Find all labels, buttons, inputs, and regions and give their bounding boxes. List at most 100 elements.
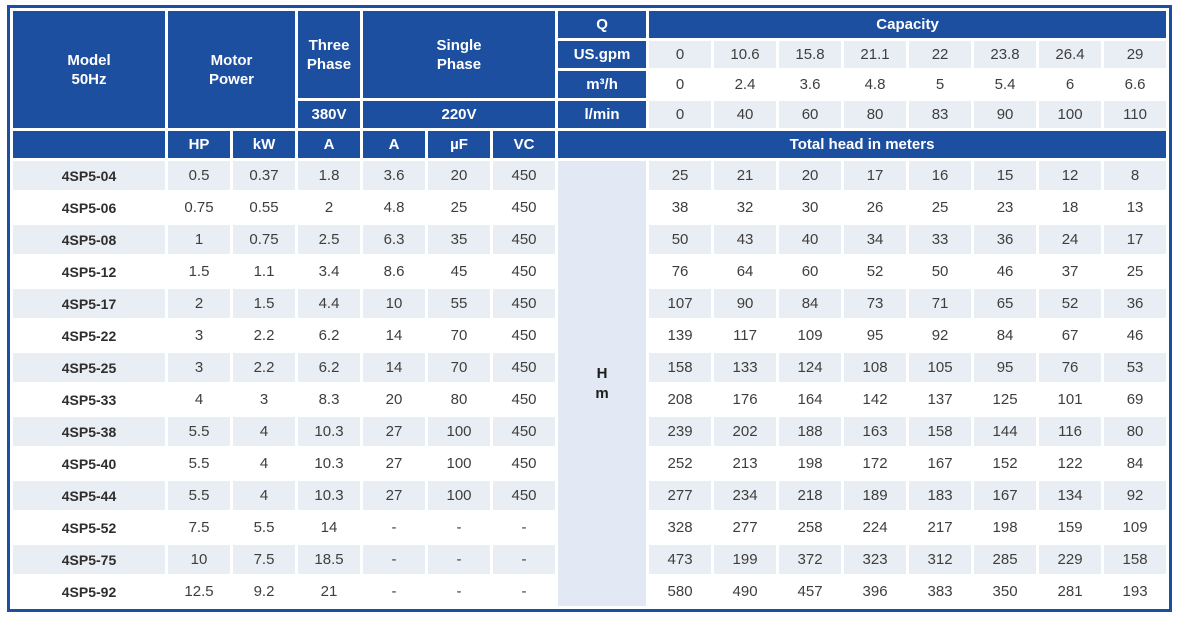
m3h-value: 3.6	[779, 71, 842, 98]
head-value-cell: 213	[714, 449, 777, 478]
head-value-cell: 46	[974, 257, 1037, 286]
lmin-value: 80	[844, 101, 907, 128]
motor-value-cell: 4.8	[363, 193, 426, 222]
head-value-cell: 239	[649, 417, 712, 446]
voltage-380: 380V	[298, 101, 361, 128]
motor-value-cell: 1.5	[233, 289, 296, 318]
motor-value-cell: 10	[168, 545, 230, 574]
lmin-value: 100	[1039, 101, 1102, 128]
head-value-cell: 26	[844, 193, 907, 222]
head-value-cell: 18	[1039, 193, 1102, 222]
head-value-cell: 90	[714, 289, 777, 318]
head-value-cell: 137	[909, 385, 972, 414]
motor-value-cell: 25	[428, 193, 491, 222]
head-value-cell: 396	[844, 577, 907, 606]
head-value-cell: 101	[1039, 385, 1102, 414]
model-cell: 4SP5-38	[13, 417, 165, 446]
three-phase-header: Three Phase	[298, 11, 361, 98]
motor-value-cell: 0.75	[233, 225, 296, 254]
motor-value-cell: 450	[493, 193, 556, 222]
subheader-kw: kW	[233, 131, 296, 158]
motor-value-cell: 14	[298, 513, 361, 542]
model-cell: 4SP5-17	[13, 289, 165, 318]
usgpm-value: 29	[1104, 41, 1167, 68]
head-value-cell: 32	[714, 193, 777, 222]
motor-value-cell: 100	[428, 417, 491, 446]
head-value-cell: 73	[844, 289, 907, 318]
head-value-cell: 15	[974, 161, 1037, 190]
head-value-cell: 163	[844, 417, 907, 446]
head-value-cell: 84	[779, 289, 842, 318]
model-cell: 4SP5-08	[13, 225, 165, 254]
model-cell: 4SP5-52	[13, 513, 165, 542]
motor-value-cell: 27	[363, 449, 426, 478]
head-value-cell: 105	[909, 353, 972, 382]
head-value-cell: 25	[649, 161, 712, 190]
motor-value-cell: 8.3	[298, 385, 361, 414]
head-value-cell: 199	[714, 545, 777, 574]
motor-value-cell: 7.5	[168, 513, 230, 542]
motor-value-cell: -	[493, 577, 556, 606]
head-value-cell: 473	[649, 545, 712, 574]
head-value-cell: 189	[844, 481, 907, 510]
head-value-cell: 490	[714, 577, 777, 606]
head-value-cell: 158	[649, 353, 712, 382]
head-value-cell: 202	[714, 417, 777, 446]
motor-value-cell: 2	[168, 289, 230, 318]
motor-value-cell: 6.3	[363, 225, 426, 254]
m3h-value: 0	[649, 71, 712, 98]
motor-value-cell: 5.5	[233, 513, 296, 542]
head-value-cell: 95	[844, 321, 907, 350]
motor-value-cell: 0.55	[233, 193, 296, 222]
spec-row-4SP5-33: 4SP5-33 4 3 8.3 20 80 450 208 176 164 142 137 125 101…	[13, 385, 1167, 414]
head-value-cell: 252	[649, 449, 712, 478]
motor-value-cell: 450	[493, 225, 556, 254]
motor-value-cell: -	[493, 545, 556, 574]
motor-value-cell: 8.6	[363, 257, 426, 286]
motor-value-cell: 450	[493, 481, 556, 510]
head-value-cell: 64	[714, 257, 777, 286]
head-value-cell: 109	[779, 321, 842, 350]
model-cell: 4SP5-92	[13, 577, 165, 606]
spec-row-4SP5-22: 4SP5-22 3 2.2 6.2 14 70 450 139 117 109 95 92 84 67 46	[13, 321, 1167, 350]
motor-value-cell: 5.5	[168, 417, 230, 446]
model-cell: 4SP5-75	[13, 545, 165, 574]
motor-value-cell: 80	[428, 385, 491, 414]
head-value-cell: 224	[844, 513, 907, 542]
unit-usgpm: US.gpm	[558, 41, 647, 68]
usgpm-value: 21.1	[844, 41, 907, 68]
head-value-cell: 76	[1039, 353, 1102, 382]
head-value-cell: 183	[909, 481, 972, 510]
head-value-cell: 80	[1104, 417, 1167, 446]
head-value-cell: 24	[1039, 225, 1102, 254]
subheader-hp: HP	[168, 131, 230, 158]
spec-row-4SP5-12: 4SP5-12 1.5 1.1 3.4 8.6 45 450 76 64 60 52 50 46 37 25	[13, 257, 1167, 286]
model-header: Model 50Hz	[13, 11, 165, 128]
head-value-cell: 122	[1039, 449, 1102, 478]
motor-value-cell: 20	[428, 161, 491, 190]
head-value-cell: 383	[909, 577, 972, 606]
head-value-cell: 229	[1039, 545, 1102, 574]
head-value-cell: 142	[844, 385, 907, 414]
head-value-cell: 30	[779, 193, 842, 222]
head-value-cell: 350	[974, 577, 1037, 606]
header-row-usgpm: US.gpm 0 10.6 15.8 21.1 22 23.8 26.4 29	[13, 41, 1167, 68]
header-row-subunits: HP kW A A µF VC Total head in meters	[13, 131, 1167, 158]
model-cell: 4SP5-06	[13, 193, 165, 222]
motor-value-cell: 10	[363, 289, 426, 318]
head-unit-line: m	[595, 384, 609, 402]
three-phase-line1: Three	[308, 36, 350, 54]
model-cell: 4SP5-12	[13, 257, 165, 286]
head-value-cell: 92	[909, 321, 972, 350]
motor-value-cell: 0.75	[168, 193, 230, 222]
motor-value-cell: 14	[363, 321, 426, 350]
head-value-cell: 217	[909, 513, 972, 542]
m3h-value: 2.4	[714, 71, 777, 98]
motor-value-cell: 0.37	[233, 161, 296, 190]
motor-value-cell: 2.2	[233, 353, 296, 382]
lmin-value: 60	[779, 101, 842, 128]
model-cell: 4SP5-04	[13, 161, 165, 190]
head-value-cell: 16	[909, 161, 972, 190]
spec-row-4SP5-92: 4SP5-92 12.5 9.2 21- - -580 490 457 396 383 350 281…	[13, 577, 1167, 606]
